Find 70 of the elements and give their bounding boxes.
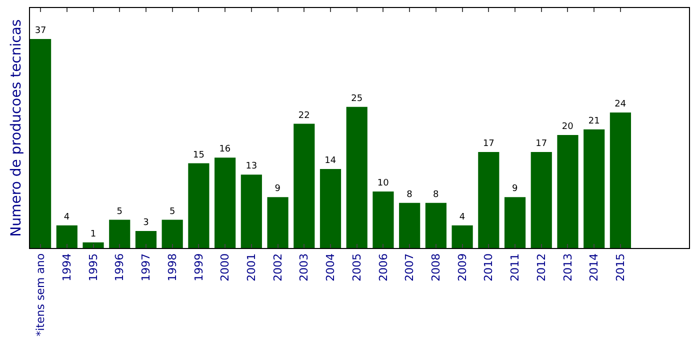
data-label: 1 <box>90 229 96 240</box>
x-tick-label: *itens sem ano <box>34 253 48 336</box>
x-tick-label: 2009 <box>456 253 469 282</box>
bar <box>30 39 52 248</box>
bar <box>109 220 130 248</box>
x-tick-label: 1995 <box>86 253 100 282</box>
data-label: 8 <box>406 190 413 200</box>
x-tick-label: 1997 <box>140 253 153 282</box>
data-label: 25 <box>351 94 363 104</box>
x-tick-label: 2007 <box>403 253 416 282</box>
data-label: 9 <box>274 184 281 194</box>
data-label: 13 <box>246 162 258 172</box>
x-tick-label: 2006 <box>376 253 390 282</box>
bar <box>452 225 473 248</box>
bar <box>267 197 288 248</box>
x-tick-label: 2000 <box>218 253 232 282</box>
x-tick-label: 2001 <box>244 253 258 282</box>
data-label: 8 <box>432 190 439 200</box>
bar <box>82 242 104 248</box>
data-label: 5 <box>116 206 122 217</box>
y-axis-title: Numero de producoes tecnicas <box>8 19 25 237</box>
bar <box>610 112 632 248</box>
x-tick-label: 2013 <box>561 253 574 282</box>
data-label: 4 <box>64 212 70 222</box>
bar <box>188 163 210 248</box>
x-tick-label: 1996 <box>113 253 126 282</box>
bar <box>320 168 342 248</box>
x-tick-label: 2012 <box>534 253 548 282</box>
bar <box>56 225 78 248</box>
x-tick-label: 1999 <box>192 253 206 282</box>
bar <box>294 124 315 248</box>
x-tick-label: 2011 <box>508 253 522 282</box>
bar <box>399 202 420 248</box>
data-label: 21 <box>588 116 600 126</box>
bar <box>240 174 262 248</box>
x-tick-label: 2005 <box>350 253 364 282</box>
bar <box>214 158 236 248</box>
x-tick-label: 1994 <box>60 253 74 282</box>
x-tick-label: 2014 <box>588 253 601 282</box>
x-tick-label: 2015 <box>614 253 628 282</box>
data-label: 20 <box>562 122 574 132</box>
bar <box>346 106 368 248</box>
data-label: 4 <box>459 212 466 222</box>
data-label: 17 <box>536 139 548 149</box>
data-label: 14 <box>324 156 336 166</box>
bar <box>162 220 183 248</box>
x-tick-label: 2008 <box>430 253 443 282</box>
data-label: 5 <box>169 206 176 217</box>
x-tick-label: 1998 <box>166 253 179 282</box>
bar <box>584 129 605 248</box>
data-label: 22 <box>298 110 310 121</box>
bar <box>135 231 157 248</box>
data-label: 24 <box>614 99 626 110</box>
x-tick-label: 2010 <box>482 253 496 282</box>
x-tick-label: 2003 <box>298 253 311 282</box>
data-label: 10 <box>377 178 390 189</box>
bar <box>478 152 500 248</box>
data-label: 3 <box>143 218 149 228</box>
data-label: 17 <box>482 139 494 149</box>
data-label: 9 <box>512 184 518 194</box>
bar <box>557 135 578 248</box>
data-label: 15 <box>192 150 204 160</box>
bar <box>530 152 552 248</box>
bar <box>425 202 446 248</box>
data-label: 37 <box>34 26 46 36</box>
bar <box>372 192 394 248</box>
bar <box>504 197 526 248</box>
data-label: 16 <box>219 144 231 155</box>
x-tick-label: 2002 <box>271 253 284 282</box>
x-tick-label: 2004 <box>324 253 338 282</box>
